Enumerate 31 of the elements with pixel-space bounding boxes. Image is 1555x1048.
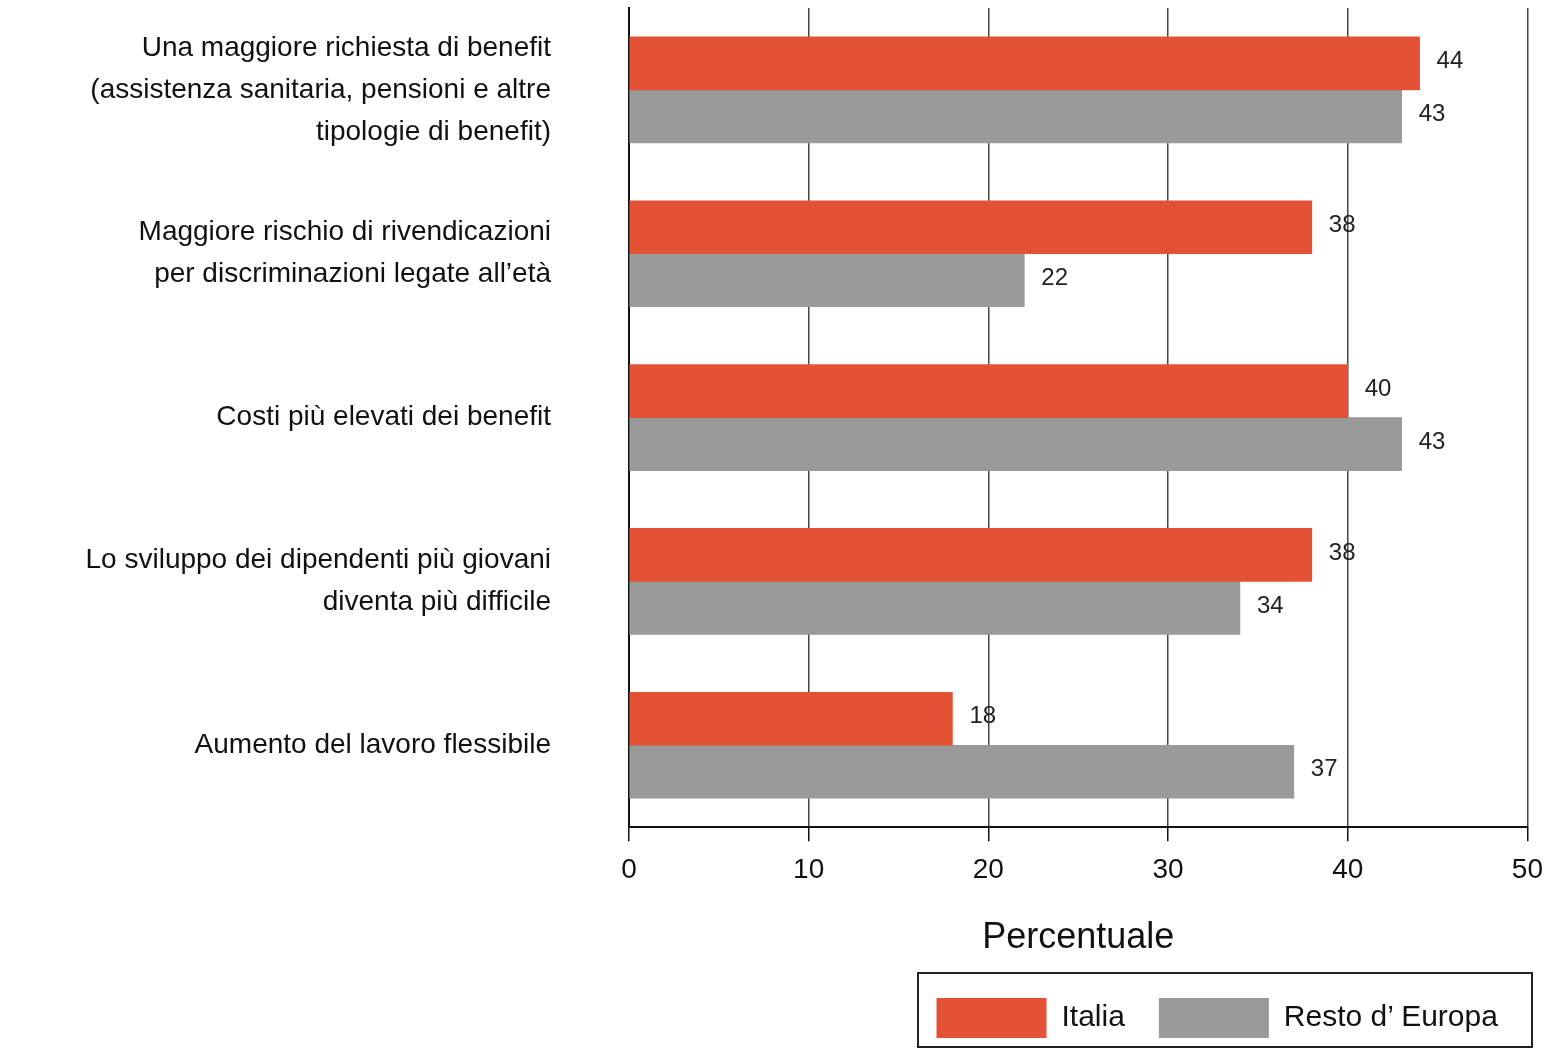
y-tick-label: Aumento del lavoro flessibile xyxy=(194,728,551,759)
bar xyxy=(629,581,1241,635)
y-tick-label: Maggiore rischio di rivendicazioni per discriminazioni legate all’età xyxy=(138,215,552,289)
data-label: 44 xyxy=(1436,46,1464,74)
legend-label: Resto d’ Europa xyxy=(1283,999,1499,1033)
bar xyxy=(629,364,1349,418)
x-tick-label: 50 xyxy=(1511,852,1544,884)
data-label: 43 xyxy=(1418,426,1446,454)
x-tick-label: 10 xyxy=(793,852,825,884)
data-label: 34 xyxy=(1256,590,1284,618)
x-tick-label: 0 xyxy=(621,852,637,884)
bar xyxy=(629,253,1025,308)
bar xyxy=(629,744,1295,799)
data-label: 40 xyxy=(1364,373,1392,401)
x-tick-label: 40 xyxy=(1332,852,1364,884)
bar xyxy=(629,36,1420,91)
data-label: 22 xyxy=(1041,262,1069,290)
bar xyxy=(629,417,1402,471)
y-tick-label: Una maggiore richiesta di benefit (assistenza sanitaria, pensioni e altre tipologie di benefit) xyxy=(90,30,552,146)
data-label: 37 xyxy=(1310,754,1338,782)
y-tick-label: Costi più elevati dei benefit xyxy=(216,400,552,432)
data-label: 43 xyxy=(1418,99,1446,127)
bar xyxy=(629,89,1402,144)
bar xyxy=(629,691,953,746)
bar xyxy=(629,200,1313,255)
x-tick-label: 20 xyxy=(972,852,1004,884)
x-axis-title: Percentuale xyxy=(982,915,1175,957)
y-tick-label: Lo sviluppo dei dipendenti più giovani diventa più difficile xyxy=(85,543,551,617)
legend-label: Italia xyxy=(1061,999,1126,1033)
x-tick-label: 30 xyxy=(1152,852,1184,884)
bar xyxy=(629,528,1313,582)
